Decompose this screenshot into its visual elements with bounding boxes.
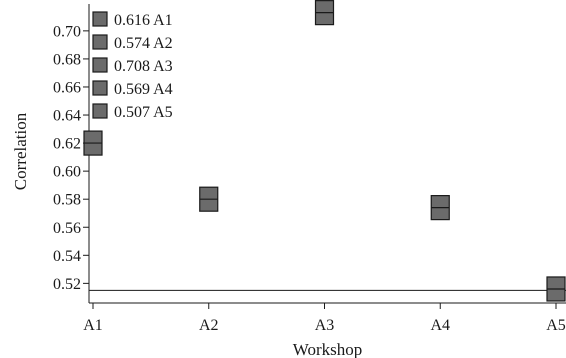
- data-point: [199, 186, 219, 212]
- legend-label: 0.616 A1: [114, 12, 173, 29]
- legend: 0.616 A1 0.574 A2 0.708 A3 0.569 A4 0.507 A5: [92, 11, 173, 121]
- y-axis-ticks: 0.52 0.54 0.56 0.58 0.60 0.62 0.64 0.66 0.68 0.70: [53, 23, 89, 293]
- data-point: [546, 276, 566, 302]
- legend-label: 0.507 A5: [114, 104, 173, 121]
- y-tick-label: 0.64: [53, 108, 81, 125]
- data-points: [83, 0, 566, 302]
- x-tick-label: A4: [430, 317, 450, 334]
- x-tick-label: A3: [315, 317, 335, 334]
- legend-swatch: [92, 103, 108, 119]
- legend-swatch: [92, 11, 108, 27]
- y-tick-label: 0.68: [53, 51, 81, 68]
- y-axis-title: Correlation: [11, 112, 30, 190]
- legend-swatch: [92, 57, 108, 73]
- y-tick-label: 0.52: [53, 276, 81, 293]
- legend-entry: 0.569 A4: [92, 80, 173, 98]
- x-axis-ticks: A1 A2 A3 A4 A5: [83, 303, 566, 334]
- data-point: [314, 0, 335, 26]
- legend-entry: 0.708 A3: [92, 57, 173, 75]
- legend-swatch: [92, 80, 108, 96]
- y-tick-label: 0.56: [53, 220, 81, 237]
- legend-entry: 0.574 A2: [92, 34, 173, 52]
- y-tick-label: 0.54: [53, 248, 81, 265]
- y-tick-label: 0.60: [53, 164, 81, 181]
- y-tick-label: 0.58: [53, 192, 81, 209]
- x-axis-title: Workshop: [293, 340, 362, 358]
- data-point: [83, 130, 103, 156]
- y-tick-label: 0.70: [53, 23, 81, 40]
- data-point: [430, 195, 450, 221]
- y-tick-label: 0.62: [53, 136, 81, 153]
- legend-label: 0.574 A2: [114, 35, 173, 52]
- x-tick-label: A5: [546, 317, 566, 334]
- legend-entry: 0.616 A1: [92, 11, 173, 29]
- x-tick-label: A1: [83, 317, 103, 334]
- legend-swatch: [92, 34, 108, 50]
- legend-label: 0.708 A3: [114, 58, 173, 75]
- legend-label: 0.569 A4: [114, 81, 173, 98]
- x-tick-label: A2: [199, 317, 219, 334]
- y-tick-label: 0.66: [53, 79, 81, 96]
- legend-entry: 0.507 A5: [92, 103, 173, 121]
